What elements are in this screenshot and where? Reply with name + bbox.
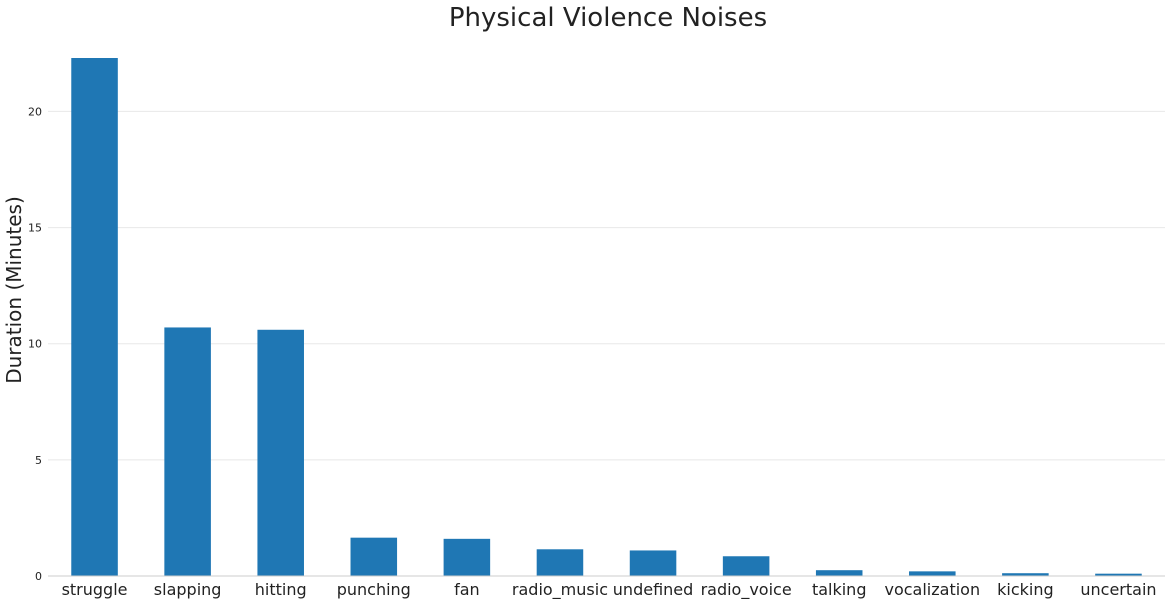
gridlines: [48, 110, 1165, 461]
x-tick-label: vocalization: [884, 580, 980, 599]
y-tick-label: 0: [35, 570, 42, 583]
x-tick-label: punching: [337, 580, 411, 599]
bar-undefined: [629, 550, 677, 576]
bar-fan: [443, 538, 491, 576]
bar-kicking: [1002, 573, 1049, 576]
bar-radio-music: [536, 549, 584, 576]
bar-hitting: [257, 329, 304, 576]
x-tick-label: hitting: [255, 580, 307, 599]
y-tick-label: 10: [28, 338, 42, 351]
bar-uncertain: [1095, 573, 1142, 576]
x-tick-label: kicking: [997, 580, 1054, 599]
y-ticks: 0 5 10 15 20: [28, 105, 42, 583]
x-tick-label: fan: [454, 580, 480, 599]
x-tick-label: talking: [812, 580, 867, 599]
x-tick-label: struggle: [62, 580, 128, 599]
y-tick-label: 15: [28, 222, 42, 235]
x-tick-label: undefined: [613, 580, 694, 599]
x-tick-label: slapping: [154, 580, 222, 599]
bar-punching: [350, 537, 398, 576]
y-tick-label: 20: [28, 105, 42, 118]
bar-struggle: [71, 58, 118, 576]
x-ticks: struggle slapping hitting punching fan radio_…: [62, 580, 1157, 600]
x-tick-label: radio_music: [512, 580, 608, 600]
x-tick-label: uncertain: [1080, 580, 1156, 599]
bar-vocalization: [909, 571, 956, 576]
bar-talking: [815, 570, 863, 576]
chart-title: Physical Violence Noises: [449, 3, 767, 33]
y-axis-label: Duration (Minutes): [2, 196, 26, 384]
bars: [71, 58, 1142, 576]
bar-radio-voice: [722, 556, 770, 576]
x-tick-label: radio_voice: [701, 580, 792, 600]
bar-slapping: [164, 327, 211, 576]
y-tick-label: 5: [35, 454, 42, 467]
